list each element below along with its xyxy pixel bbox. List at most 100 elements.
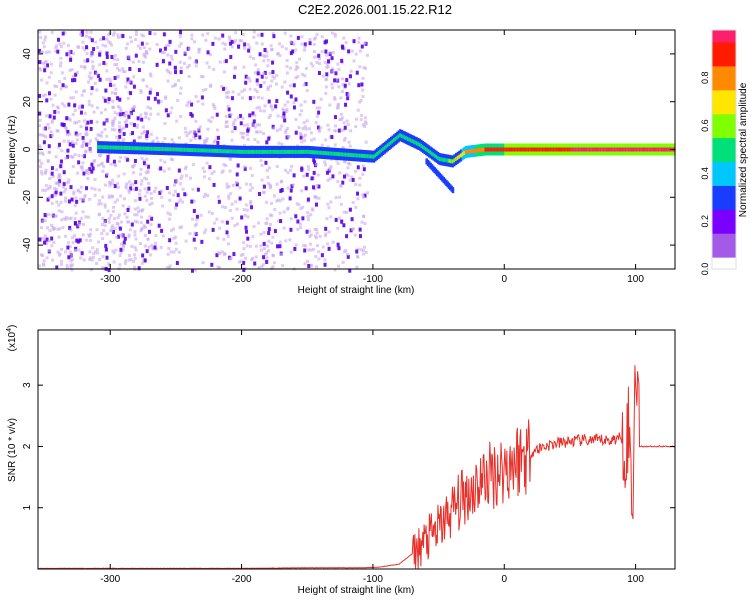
noise-cell — [235, 172, 239, 177]
noise-cell — [103, 203, 107, 207]
noise-cell — [237, 260, 241, 264]
noise-cell — [119, 242, 123, 246]
noise-cell — [127, 191, 131, 195]
colorbar-segment — [712, 249, 736, 254]
signal-core — [563, 147, 566, 152]
noise-cell — [312, 37, 316, 41]
noise-cell — [141, 78, 145, 82]
noise-cell — [264, 160, 268, 165]
noise-cell — [314, 255, 318, 259]
noise-cell — [147, 181, 151, 185]
noise-cell — [87, 141, 91, 145]
noise-cell — [84, 169, 88, 173]
noise-cell — [341, 260, 345, 264]
noise-cell — [88, 239, 92, 243]
noise-cell — [79, 197, 83, 201]
noise-cell — [53, 226, 57, 230]
noise-cell — [312, 185, 316, 190]
signal-core — [540, 147, 543, 152]
noise-cell — [227, 107, 231, 112]
signal-core — [420, 143, 423, 148]
signal-core — [437, 155, 440, 160]
noise-cell — [221, 86, 225, 91]
noise-cell — [82, 171, 86, 176]
noise-cell — [220, 84, 224, 88]
colorbar-segment — [712, 157, 736, 163]
noise-cell — [123, 120, 127, 124]
noise-cell — [317, 257, 321, 261]
noise-cell — [127, 90, 131, 94]
noise-cell — [172, 227, 176, 231]
noise-cell — [166, 252, 170, 256]
noise-cell — [95, 139, 99, 143]
noise-cell — [294, 97, 298, 102]
noise-cell — [164, 96, 168, 100]
noise-cell — [104, 247, 108, 252]
noise-cell — [64, 199, 68, 203]
noise-cell — [157, 167, 161, 171]
signal-core — [235, 149, 238, 154]
noise-cell — [269, 104, 273, 108]
noise-cell — [51, 213, 55, 218]
noise-cell — [266, 87, 270, 91]
noise-cell — [117, 35, 121, 39]
noise-cell — [149, 223, 153, 227]
noise-cell — [79, 65, 83, 69]
signal-core — [101, 145, 105, 150]
noise-cell — [231, 183, 235, 187]
noise-cell — [267, 231, 271, 236]
noise-cell — [149, 132, 153, 136]
noise-cell — [248, 188, 252, 192]
noise-cell — [148, 30, 152, 35]
noise-cell — [91, 246, 95, 250]
noise-cell — [119, 156, 123, 160]
noise-cell — [153, 32, 157, 36]
noise-cell — [301, 72, 305, 76]
noise-cell — [326, 123, 330, 127]
noise-cell — [297, 203, 301, 207]
noise-cell — [260, 178, 264, 182]
noise-cell — [163, 136, 167, 140]
noise-cell — [51, 103, 55, 107]
noise-cell — [289, 250, 293, 254]
signal-core — [368, 154, 371, 159]
noise-cell — [260, 74, 264, 79]
signal-core — [258, 149, 261, 154]
noise-cell — [265, 54, 269, 58]
noise-cell — [225, 230, 229, 235]
noise-cell — [361, 76, 365, 80]
noise-cell — [79, 33, 83, 37]
noise-cell — [207, 210, 211, 214]
noise-cell — [43, 234, 47, 238]
snr-ytick-label: 2 — [22, 443, 33, 449]
noise-cell — [118, 263, 122, 267]
noise-cell — [45, 98, 49, 103]
snr-ylabel: SNR (10 * v/v) — [7, 418, 18, 482]
noise-cell — [98, 77, 102, 82]
noise-cell — [144, 49, 148, 53]
noise-cell — [348, 268, 352, 273]
noise-cell — [337, 264, 341, 268]
noise-cell — [248, 87, 252, 91]
noise-cell — [362, 214, 366, 218]
noise-cell — [143, 258, 147, 263]
noise-cell — [183, 192, 187, 197]
noise-cell — [154, 186, 158, 190]
signal-branch — [446, 181, 449, 188]
noise-cell — [270, 241, 274, 245]
signal-core — [612, 147, 615, 152]
noise-cell — [81, 154, 85, 158]
noise-cell — [76, 171, 80, 175]
noise-cell — [242, 247, 246, 251]
noise-cell — [131, 259, 135, 263]
noise-cell — [121, 111, 125, 116]
noise-cell — [112, 57, 116, 61]
signal-core — [343, 152, 346, 157]
noise-cell — [57, 176, 61, 180]
noise-cell — [362, 245, 366, 249]
noise-cell — [39, 165, 43, 169]
noise-cell — [209, 120, 213, 124]
noise-cell — [153, 96, 157, 101]
noise-cell — [364, 120, 368, 124]
noise-cell — [296, 227, 300, 231]
